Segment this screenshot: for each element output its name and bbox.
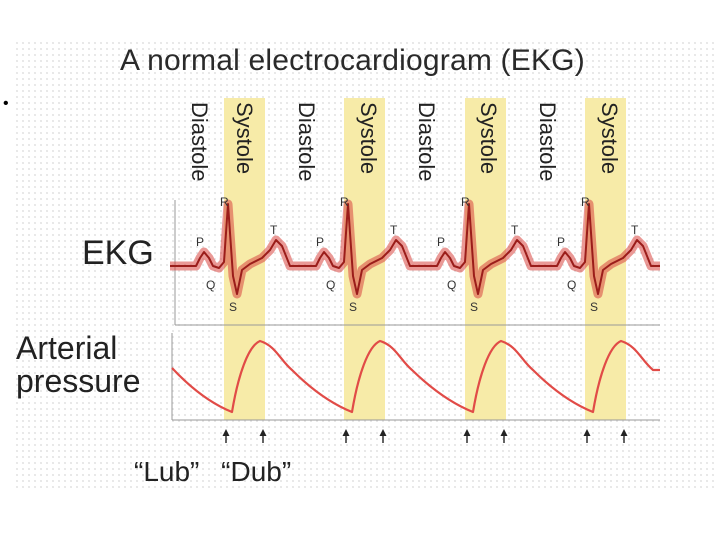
lub-label: “Lub” (134, 456, 200, 487)
wave-label-q: Q (206, 278, 215, 292)
wave-label-t: T (511, 223, 519, 237)
wave-label-s: S (349, 300, 357, 314)
heart-sounds-caption: “Lub” “Dub” (134, 456, 305, 488)
diagram-title: A normal electrocardiogram (EKG) (120, 44, 585, 77)
arterial-pressure-row-label: Arterial pressure (16, 330, 141, 399)
dub-arrow-head (379, 429, 387, 436)
wave-label-s: S (229, 300, 237, 314)
wave-label-p: P (196, 235, 204, 249)
lub-arrow-head (583, 429, 591, 436)
wave-label-s: S (470, 300, 478, 314)
bullet-marker: • (3, 95, 9, 112)
wave-label-t: T (631, 223, 639, 237)
arterial-pressure-curve (171, 339, 660, 414)
lub-arrow-head (463, 429, 471, 436)
wave-label-t: T (270, 223, 278, 237)
wave-label-q: Q (567, 278, 576, 292)
lub-arrow-head (222, 429, 230, 436)
wave-label-s: S (590, 300, 598, 314)
wave-label-p: P (437, 235, 445, 249)
lub-arrow-head (342, 429, 350, 436)
dub-arrow-head (259, 429, 267, 436)
ekg-row-label: EKG (82, 234, 154, 272)
dub-label: “Dub” (221, 456, 292, 487)
ekg-trace-line (170, 203, 660, 295)
wave-label-r: R (340, 195, 349, 209)
dub-arrow-head (620, 429, 628, 436)
wave-label-t: T (390, 223, 398, 237)
wave-label-q: Q (326, 278, 335, 292)
dub-arrow-head (500, 429, 508, 436)
wave-label-q: Q (447, 278, 456, 292)
wave-label-p: P (557, 235, 565, 249)
wave-label-p: P (316, 235, 324, 249)
wave-label-r: R (220, 195, 229, 209)
wave-label-r: R (461, 195, 470, 209)
wave-label-r: R (581, 195, 590, 209)
